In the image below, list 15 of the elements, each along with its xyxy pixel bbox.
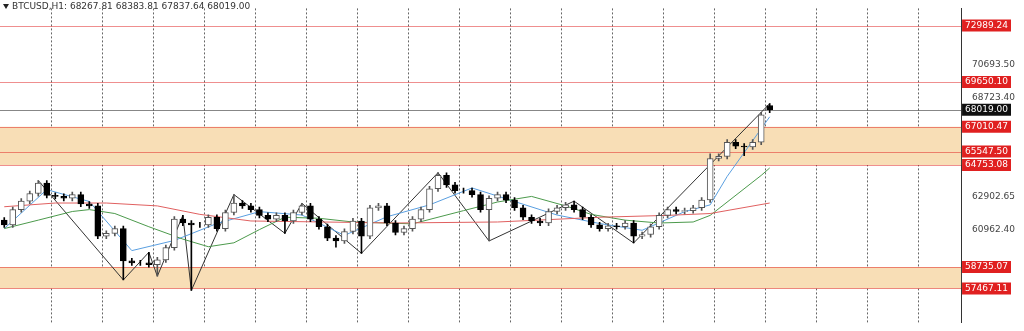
ref-line-label: 64753.08 xyxy=(965,159,1009,170)
y-tick-label: 60962.40 xyxy=(972,223,1016,234)
ref-line-label: 68019.00 xyxy=(965,104,1009,115)
y-tick-label: 68723.40 xyxy=(972,92,1016,103)
ref-line-label: 69650.10 xyxy=(965,76,1009,87)
y-tick-label: 70693.50 xyxy=(972,58,1016,69)
ref-line-label: 57467.11 xyxy=(965,282,1009,293)
chart-title: BTCUSD,H1: 68267.81 68383.81 67837.64 68019.00 xyxy=(12,1,251,12)
ref-line-label: 67010.47 xyxy=(965,121,1009,132)
candlestick xyxy=(145,251,153,268)
candlestick xyxy=(740,143,748,156)
ref-line-label: 58735.07 xyxy=(965,261,1009,272)
ref-line-label: 72989.24 xyxy=(965,19,1009,30)
y-tick-label: 62902.65 xyxy=(972,190,1016,201)
ref-line-label: 65547.50 xyxy=(965,145,1009,156)
